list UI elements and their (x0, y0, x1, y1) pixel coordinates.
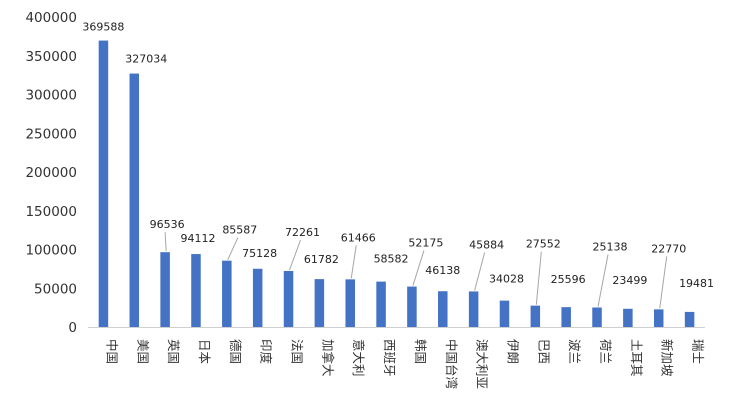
data-label: 85587 (222, 224, 257, 237)
label-leader-line (474, 252, 486, 291)
data-label: 75128 (242, 247, 277, 260)
bar (438, 291, 448, 327)
label-leader-line (659, 256, 668, 309)
x-tick-label: 土耳其 (629, 339, 644, 377)
label-leader-line (289, 239, 301, 271)
bar (345, 279, 355, 327)
label-leader-line (597, 254, 609, 307)
x-tick-label: 新加坡 (660, 339, 675, 377)
x-tick-label: 韩国 (413, 339, 428, 364)
bar (252, 268, 263, 327)
x-tick-label: 荷兰 (598, 339, 613, 364)
label-leader-line (164, 232, 167, 252)
data-label: 94112 (180, 232, 215, 245)
data-label: 25596 (551, 273, 586, 286)
y-tick-label: 400000 (25, 10, 77, 26)
x-tick-label: 加拿大 (320, 339, 335, 377)
bar (407, 286, 417, 327)
x-axis: 中国 美国 英国 日本 德国 印度 法国 加拿大 意大利 西班牙 韩国 中国台湾 澳大利亚 伊朗 巴西 波兰荷… (88, 327, 706, 389)
y-tick-label: 150000 (25, 204, 77, 220)
y-tick-label: 50000 (34, 281, 77, 297)
bar (561, 307, 571, 327)
data-label: 369588 (82, 21, 124, 34)
x-tick-label: 中国 (104, 339, 119, 364)
x-tick-label: 印度 (259, 339, 274, 365)
data-label: 27552 (526, 238, 561, 251)
x-tick-label: 波兰 (567, 339, 582, 364)
x-tick-label: 德国 (228, 339, 243, 364)
bar (468, 291, 479, 327)
data-label: 23499 (612, 274, 647, 287)
bar (222, 260, 232, 327)
data-label: 61782 (304, 253, 339, 266)
bar (499, 300, 510, 327)
label-leader-line (412, 250, 425, 286)
x-tick-label: 西班牙 (382, 339, 397, 377)
x-tick-label: 英国 (166, 339, 181, 364)
x-tick-label: 澳大利亚 (475, 339, 490, 389)
x-tick-label: 美国 (135, 339, 150, 364)
x-tick-label: 瑞士 (691, 339, 706, 364)
bar (160, 252, 170, 327)
y-tick-label: 100000 (25, 243, 77, 259)
x-tick-label: 巴西 (536, 339, 551, 364)
y-tick-label: 300000 (25, 88, 77, 104)
data-label: 96536 (150, 218, 185, 231)
x-tick-label: 中国台湾 (444, 339, 459, 389)
bar (653, 309, 664, 327)
x-tick-label: 法国 (290, 339, 305, 364)
x-tick-label: 伊朗 (505, 339, 520, 364)
bar (98, 40, 109, 327)
y-axis: 0 50000 100000 150000 200000 250000 300000 3500… (25, 10, 77, 336)
data-label: 327034 (125, 53, 167, 66)
bar (129, 73, 140, 328)
y-tick-label: 0 (68, 320, 77, 336)
bar (283, 270, 294, 327)
label-leader-line (535, 251, 542, 305)
data-label: 22770 (651, 242, 686, 255)
label-leader-line (350, 245, 357, 279)
data-label: 25138 (593, 241, 628, 254)
y-tick-label: 350000 (25, 49, 77, 65)
y-tick-label: 250000 (25, 126, 77, 142)
bar (376, 281, 386, 327)
data-label: 46138 (425, 264, 460, 277)
data-label: 34028 (489, 273, 524, 286)
x-tick-label: 意大利 (351, 339, 366, 377)
y-tick-label: 200000 (25, 165, 77, 181)
x-tick-label: 日本 (197, 339, 212, 365)
bar (684, 311, 695, 327)
data-label: 58582 (374, 253, 409, 266)
bars (98, 40, 695, 328)
data-label: 45884 (469, 238, 504, 251)
bar (623, 308, 633, 327)
data-label: 61466 (341, 231, 376, 244)
data-label: 52175 (408, 237, 443, 250)
bar (314, 279, 325, 327)
bar (191, 254, 201, 327)
data-label: 72261 (285, 226, 320, 239)
bar (530, 305, 541, 327)
data-label: 19481 (679, 277, 714, 290)
bar (592, 307, 602, 327)
label-leader-line (227, 237, 239, 260)
